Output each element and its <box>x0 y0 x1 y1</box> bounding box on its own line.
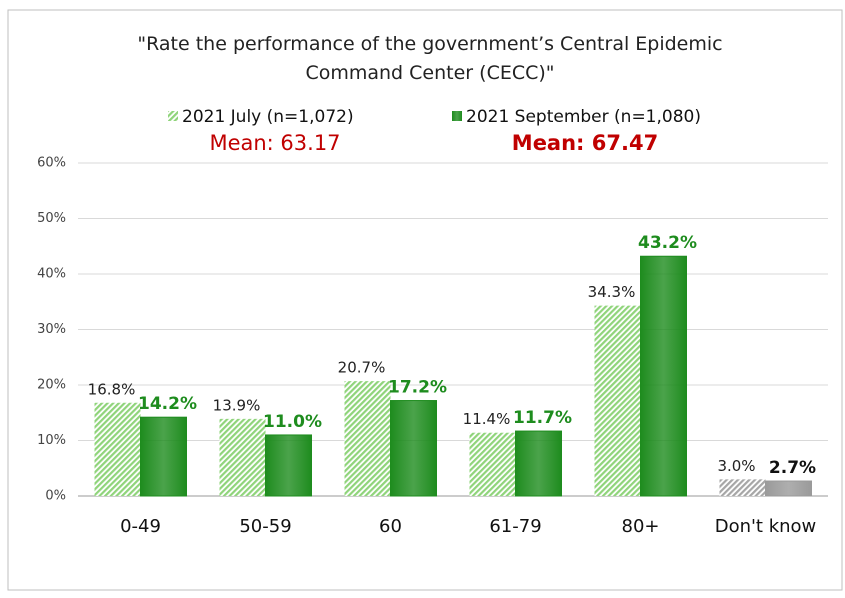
data-label: 20.7% <box>338 359 386 377</box>
bar <box>719 479 766 496</box>
bar <box>265 434 312 497</box>
legend-label: 2021 September (n=1,080) <box>466 107 701 127</box>
bar <box>344 381 391 496</box>
x-tick-label: 80+ <box>622 516 660 537</box>
data-label: 13.9% <box>213 396 261 414</box>
data-label: 11.7% <box>513 408 572 428</box>
y-tick-label: 30% <box>37 322 66 337</box>
bar <box>140 416 187 497</box>
x-tick-label: 60 <box>379 516 402 537</box>
y-tick-label: 50% <box>37 211 66 226</box>
y-tick-label: 60% <box>37 156 66 171</box>
data-label: 17.2% <box>388 378 447 398</box>
data-label: 3.0% <box>717 457 755 475</box>
legend-marker <box>168 111 178 121</box>
mean-annotation: Mean: 67.47 <box>512 131 658 155</box>
chart-border <box>7 9 843 591</box>
data-label: 2.7% <box>769 458 816 478</box>
bar <box>469 432 516 496</box>
bar <box>765 480 812 497</box>
x-tick-label: 0-49 <box>120 516 161 537</box>
data-label: 43.2% <box>638 233 697 253</box>
data-label: 11.0% <box>263 412 322 432</box>
legend-marker <box>452 111 462 121</box>
bar <box>94 402 141 496</box>
mean-annotation: Mean: 63.17 <box>209 131 340 155</box>
data-label: 14.2% <box>138 394 197 414</box>
x-tick-label: Don't know <box>715 516 817 537</box>
legend-label: 2021 July (n=1,072) <box>182 107 354 127</box>
x-tick-label: 61-79 <box>489 516 541 537</box>
bar <box>640 255 687 497</box>
y-tick-label: 20% <box>37 378 66 393</box>
y-tick-label: 0% <box>45 489 66 504</box>
bar <box>390 400 437 497</box>
data-label: 16.8% <box>88 380 136 398</box>
bar <box>515 430 562 497</box>
data-label: 34.3% <box>588 283 636 301</box>
data-label: 11.4% <box>463 410 511 428</box>
x-tick-label: 50-59 <box>239 516 291 537</box>
y-tick-label: 10% <box>37 433 66 448</box>
y-tick-label: 40% <box>37 267 66 282</box>
bar <box>594 305 641 496</box>
chart-title: "Rate the performance of the government’… <box>137 33 723 84</box>
bar <box>219 418 266 496</box>
